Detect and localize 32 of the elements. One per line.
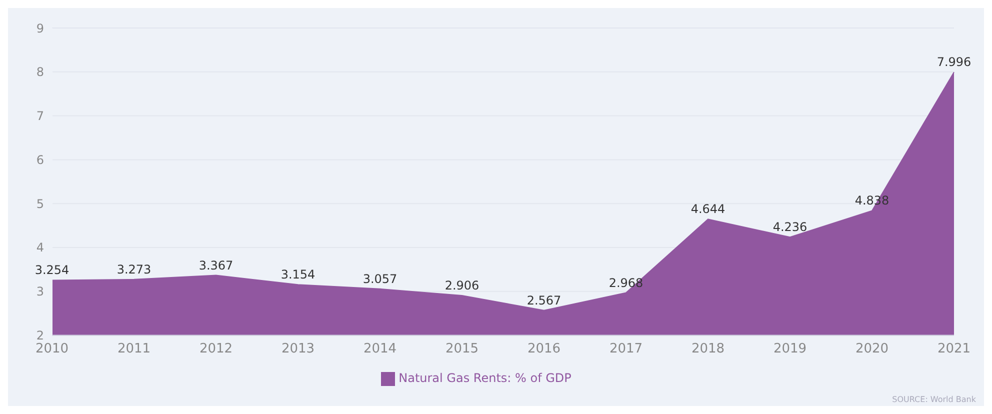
x-tick-label: 2016: [527, 342, 561, 357]
x-tick-label: 2017: [609, 342, 643, 357]
data-label: 3.273: [116, 262, 152, 276]
data-label: 2.906: [444, 278, 480, 293]
x-tick-label: 2012: [199, 342, 233, 357]
source-note: SOURCE: World Bank: [892, 395, 976, 404]
y-tick-label: 3: [36, 284, 44, 299]
x-tick-label: 2014: [363, 342, 397, 357]
x-tick-label: 2020: [855, 342, 889, 357]
y-tick-label: 5: [36, 196, 44, 211]
y-tick-label: 6: [36, 152, 44, 167]
data-label: 2.567: [526, 293, 562, 308]
x-tick-label: 2011: [117, 342, 151, 357]
x-tick-label: 2010: [35, 342, 69, 357]
y-tick-label: 7: [36, 109, 44, 124]
x-tick-label: 2015: [445, 342, 479, 357]
y-tick-label: 9: [36, 21, 44, 36]
y-tick-label: 4: [36, 240, 44, 255]
legend-label: Natural Gas Rents: % of GDP: [398, 371, 572, 386]
x-tick-label: 2021: [937, 342, 971, 357]
data-label: 3.057: [362, 272, 398, 286]
y-tick-label: 8: [36, 65, 44, 80]
data-label: 3.154: [280, 268, 316, 282]
data-label: 3.367: [198, 258, 234, 272]
x-tick-label: 2013: [281, 342, 315, 357]
x-tick-label: 2019: [773, 342, 807, 357]
data-label: 7.996: [936, 55, 972, 70]
x-tick-label: 2018: [691, 342, 725, 357]
data-label: 3.254: [34, 263, 70, 278]
data-label: 4.236: [772, 220, 808, 234]
y-tick-label: 2: [36, 328, 44, 343]
data-label: 4.644: [690, 202, 726, 216]
